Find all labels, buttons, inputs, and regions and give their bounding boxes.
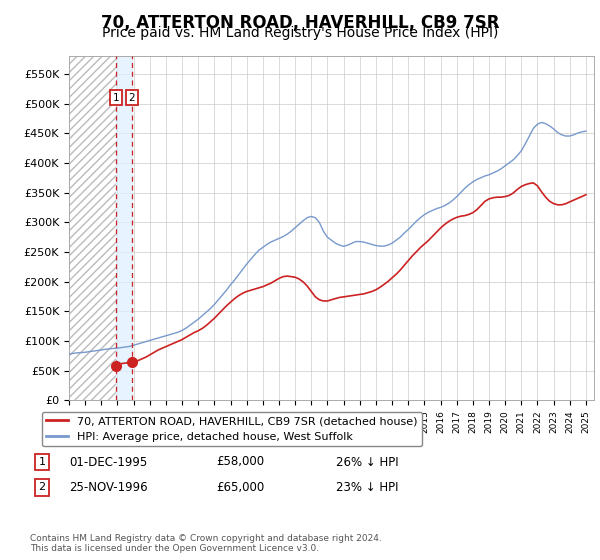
Text: Price paid vs. HM Land Registry's House Price Index (HPI): Price paid vs. HM Land Registry's House … (102, 26, 498, 40)
Text: 25-NOV-1996: 25-NOV-1996 (69, 480, 148, 494)
Text: 26% ↓ HPI: 26% ↓ HPI (336, 455, 398, 469)
Text: 1: 1 (38, 457, 46, 467)
Text: £58,000: £58,000 (216, 455, 264, 469)
Text: 23% ↓ HPI: 23% ↓ HPI (336, 480, 398, 494)
Text: 1: 1 (113, 92, 119, 102)
Bar (116, 56, 132, 400)
Legend: 70, ATTERTON ROAD, HAVERHILL, CB9 7SR (detached house), HPI: Average price, deta: 70, ATTERTON ROAD, HAVERHILL, CB9 7SR (d… (41, 412, 422, 446)
Text: £65,000: £65,000 (216, 480, 264, 494)
Text: 2: 2 (38, 482, 46, 492)
Text: 70, ATTERTON ROAD, HAVERHILL, CB9 7SR: 70, ATTERTON ROAD, HAVERHILL, CB9 7SR (101, 14, 499, 32)
Bar (69, 56, 116, 400)
Bar (69, 56, 116, 400)
Text: Contains HM Land Registry data © Crown copyright and database right 2024.
This d: Contains HM Land Registry data © Crown c… (30, 534, 382, 553)
Text: 2: 2 (128, 92, 136, 102)
Text: 01-DEC-1995: 01-DEC-1995 (69, 455, 147, 469)
